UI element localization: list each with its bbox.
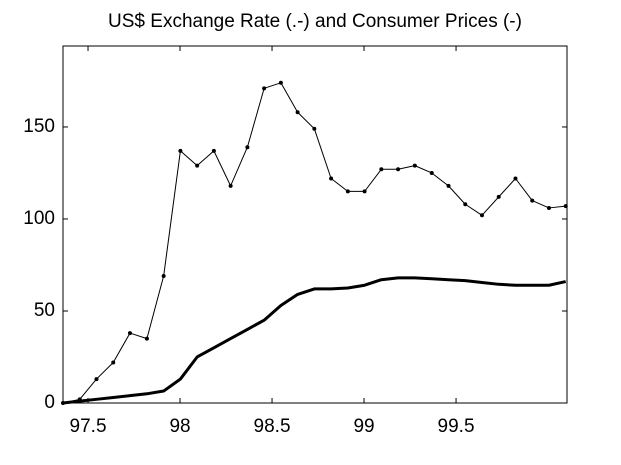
series-line [62,82,566,404]
data-point [513,176,518,181]
data-point [530,198,535,203]
data-point [479,213,484,218]
data-point [429,170,434,175]
data-point [278,80,283,85]
y-tick-label: 150 [23,116,55,137]
data-point [345,189,350,194]
y-tick-label: 100 [23,208,55,229]
plot-frame [62,45,568,404]
data-point [312,126,317,131]
x-tick-label: 99 [353,416,374,437]
data-point [127,331,132,336]
data-point [546,205,551,210]
data-point [446,183,451,188]
data-point [563,204,568,209]
x-tick-label: 97.5 [70,416,107,437]
y-tick-label: 0 [44,392,55,413]
data-point [329,176,334,181]
x-tick-label: 99.5 [438,416,475,437]
x-tick-label: 98 [169,416,190,437]
data-point [195,163,200,168]
data-point [94,377,99,382]
data-point [262,86,267,91]
chart-title: US$ Exchange Rate (.-) and Consumer Pric… [108,11,522,32]
y-tick-label: 50 [34,300,55,321]
data-point [245,145,250,150]
data-point [144,336,149,341]
data-point [228,183,233,188]
data-point [463,202,468,207]
data-point [161,274,166,279]
data-point [211,148,216,153]
data-point [111,360,116,365]
x-tick-label: 98.5 [254,416,291,437]
data-point [295,110,300,115]
series-line [62,276,567,405]
data-point [412,163,417,168]
data-point [496,194,501,199]
data-point [379,167,384,172]
data-point [178,148,183,153]
data-point [396,167,401,172]
data-point [362,189,367,194]
